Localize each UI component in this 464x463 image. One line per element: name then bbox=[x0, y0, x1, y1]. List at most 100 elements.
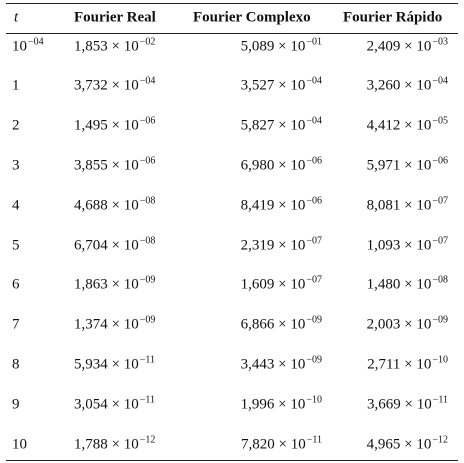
cell-text: 2 bbox=[12, 117, 20, 134]
header-cell: t bbox=[14, 9, 19, 26]
table-cell: 8,081 × 10−07 bbox=[367, 195, 448, 213]
table-cell: 1,788 × 10−12 bbox=[74, 435, 155, 452]
table-cell: 1,093 × 10−07 bbox=[366, 235, 448, 253]
cell-exponent: −01 bbox=[306, 36, 322, 47]
cell-base: 2,003 × 10 bbox=[366, 316, 432, 333]
cell-text: 4 bbox=[12, 197, 20, 214]
table-cell: 1,480 × 10−08 bbox=[366, 274, 448, 293]
header-cell: Fourier Rápido bbox=[343, 9, 443, 26]
cell-base: 6,866 × 10 bbox=[240, 316, 306, 333]
cell-text: 6 bbox=[12, 276, 20, 293]
table-cell: 3,260 × 10−04 bbox=[366, 76, 448, 94]
cell-text: 1 bbox=[12, 77, 20, 94]
cell-base: 3,527 × 10 bbox=[240, 77, 306, 94]
table-cell: 1,495 × 10−06 bbox=[74, 115, 156, 134]
cell-base: 6,980 × 10 bbox=[240, 157, 306, 174]
mid-rule bbox=[6, 33, 458, 34]
table-cell: 3,669 × 10−11 bbox=[367, 394, 448, 412]
cell-base: 1,480 × 10 bbox=[366, 276, 432, 293]
header-text: Fourier Real bbox=[74, 9, 156, 26]
table-cell: 3,443 × 10−09 bbox=[240, 354, 322, 373]
cell-exponent: −09 bbox=[432, 314, 448, 326]
cell-base: 2,409 × 10 bbox=[366, 38, 432, 54]
cell-base: 5,971 × 10 bbox=[366, 157, 432, 174]
table-cell: 1,996 × 10−10 bbox=[240, 394, 322, 413]
header-cell: Fourier Real bbox=[74, 9, 156, 26]
cell-exponent: −08 bbox=[139, 235, 156, 246]
table-cell: 4,412 × 10−05 bbox=[367, 115, 448, 134]
table-cell: 3,855 × 10−06 bbox=[74, 155, 156, 173]
table-cell: 8,419 × 10−06 bbox=[240, 195, 322, 214]
table-cell: 8 bbox=[12, 357, 20, 372]
table-cell: 1,853 × 10−02 bbox=[74, 36, 156, 54]
header-cell: Fourier Complexo bbox=[193, 9, 311, 26]
cell-base: 4,965 × 10 bbox=[366, 436, 432, 452]
cell-exponent: −06 bbox=[306, 155, 322, 167]
table-cell: 1,863 × 10−09 bbox=[74, 274, 156, 293]
cell-base: 1,374 × 10 bbox=[74, 316, 139, 333]
cell-text: 3 bbox=[12, 157, 20, 174]
table-cell: 3,527 × 10−04 bbox=[240, 75, 322, 94]
table-cell: 4,688 × 10−08 bbox=[74, 195, 156, 213]
cell-text: 10 bbox=[12, 436, 27, 452]
cell-base: 1,495 × 10 bbox=[74, 117, 139, 134]
header-text: Fourier Complexo bbox=[193, 9, 311, 26]
cell-exponent: −06 bbox=[139, 155, 156, 167]
table-cell: 2,711 × 10−10 bbox=[367, 354, 448, 373]
table-cell: 6 bbox=[12, 276, 20, 293]
cell-exponent: −04 bbox=[139, 75, 156, 87]
cell-exponent: −08 bbox=[432, 274, 448, 286]
bottom-rule bbox=[6, 460, 458, 461]
table-cell: 1,609 × 10−07 bbox=[241, 275, 322, 293]
cell-base: 2,319 × 10 bbox=[240, 237, 306, 253]
cell-text: 5 bbox=[12, 237, 20, 253]
cell-exponent: −06 bbox=[306, 195, 322, 207]
cell-base: 5,934 × 10 bbox=[74, 356, 139, 373]
cell-text: 8 bbox=[12, 356, 20, 373]
table-cell: 3,054 × 10−11 bbox=[74, 395, 155, 412]
table-cell: 5,971 × 10−06 bbox=[366, 156, 448, 174]
cell-exponent: −07 bbox=[432, 235, 448, 246]
cell-exponent: −08 bbox=[139, 195, 156, 207]
cell-base: 3,443 × 10 bbox=[240, 356, 306, 373]
cell-base: 5,089 × 10 bbox=[240, 38, 306, 54]
cell-text: 9 bbox=[12, 396, 20, 413]
cell-exponent: −05 bbox=[432, 115, 448, 127]
cell-exponent: −10 bbox=[432, 354, 448, 366]
table-cell: 2,409 × 10−03 bbox=[366, 36, 448, 54]
cell-base: 1,788 × 10 bbox=[74, 436, 139, 452]
cell-exponent: −04 bbox=[306, 75, 322, 87]
table-cell: 2 bbox=[12, 117, 20, 134]
table-cell: 10 bbox=[12, 437, 27, 452]
cell-base: 1,093 × 10 bbox=[366, 237, 432, 253]
cell-exponent: −09 bbox=[139, 314, 156, 326]
cell-base: 2,711 × 10 bbox=[367, 356, 432, 373]
cell-base: 1,996 × 10 bbox=[240, 396, 306, 413]
cell-exponent: −11 bbox=[139, 354, 155, 366]
cell-exponent: −10 bbox=[306, 394, 322, 406]
cell-base: 8,419 × 10 bbox=[240, 197, 306, 214]
table-cell: 5,827 × 10−04 bbox=[240, 116, 322, 134]
table-cell: 4 bbox=[12, 198, 20, 213]
table-cell: 2,319 × 10−07 bbox=[240, 235, 322, 253]
cell-exponent: −11 bbox=[432, 394, 448, 406]
header-text: t bbox=[14, 9, 19, 26]
cell-exponent: −03 bbox=[432, 36, 448, 47]
header-text: Fourier Rápido bbox=[343, 9, 443, 26]
cell-exponent: −12 bbox=[432, 434, 448, 445]
cell-exponent: −07 bbox=[432, 195, 448, 207]
table-cell: 9 bbox=[12, 397, 20, 412]
cell-exponent: −09 bbox=[306, 354, 322, 366]
cell-exponent: −02 bbox=[139, 36, 156, 47]
top-rule bbox=[6, 3, 458, 4]
table-cell: 6,866 × 10−09 bbox=[240, 315, 322, 333]
cell-exponent: −09 bbox=[139, 274, 156, 286]
table-cell: 3 bbox=[12, 158, 20, 173]
cell-base: 1,863 × 10 bbox=[74, 276, 139, 293]
cell-exponent: −07 bbox=[306, 235, 322, 246]
cell-base: 3,260 × 10 bbox=[366, 77, 432, 94]
table-cell: 6,980 × 10−06 bbox=[240, 155, 322, 174]
cell-exponent: −06 bbox=[139, 115, 156, 127]
cell-base: 5,827 × 10 bbox=[240, 117, 306, 134]
table-cell: 7 bbox=[12, 317, 20, 333]
